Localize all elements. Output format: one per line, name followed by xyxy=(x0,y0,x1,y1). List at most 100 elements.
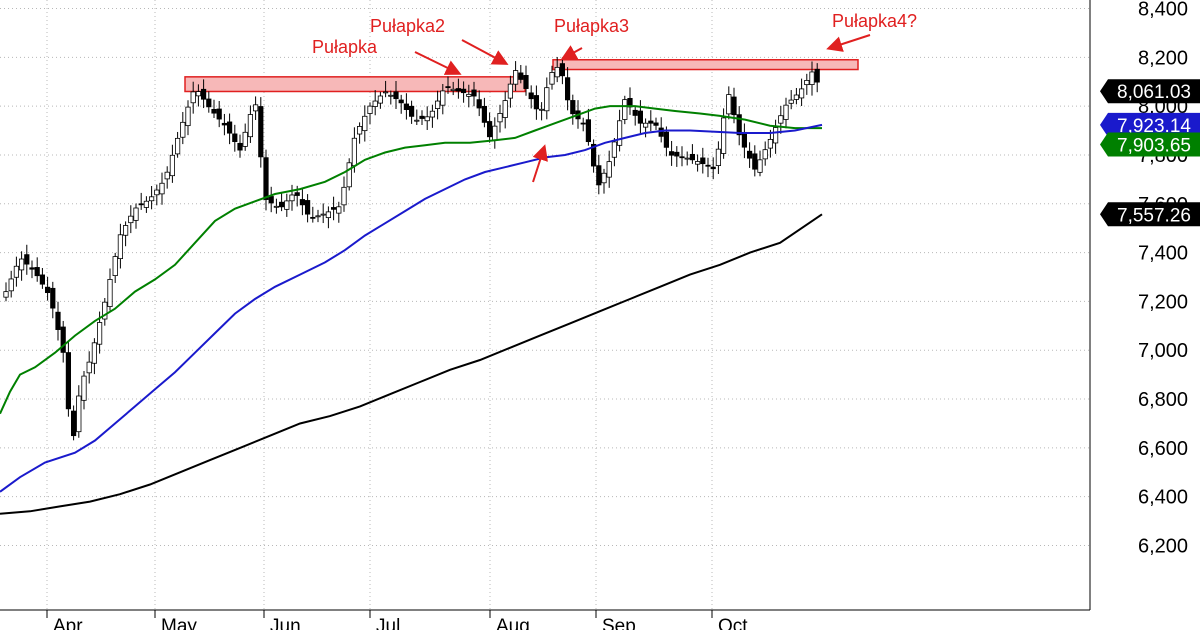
y-tick-label: 6,200 xyxy=(1138,536,1188,558)
candle-body xyxy=(507,83,514,99)
candle-body xyxy=(486,121,493,138)
candle-body xyxy=(611,141,618,158)
candle-body xyxy=(320,213,326,216)
candle-body xyxy=(565,77,571,101)
candle-body xyxy=(617,120,623,146)
candle-body xyxy=(304,200,311,215)
ma-line-ma_mid xyxy=(0,123,823,493)
candle-body xyxy=(700,157,706,165)
candle-body xyxy=(330,207,337,210)
candle-body xyxy=(695,161,701,165)
candle-body xyxy=(497,113,503,123)
candle-body xyxy=(294,192,300,196)
ma-long-tag-bg xyxy=(1100,202,1200,227)
candle-body xyxy=(55,311,61,330)
candle-body xyxy=(434,100,441,109)
candle-body xyxy=(346,162,352,188)
x-axis: Apr May Jun Jul Aug Sep Oct xyxy=(0,609,1090,630)
y-axis-panel xyxy=(1090,0,1200,630)
candle-body xyxy=(653,122,659,126)
candle-body xyxy=(86,361,92,374)
candle-body xyxy=(237,142,243,151)
x-month-label: Jun xyxy=(270,616,301,630)
ma-line-ma_long xyxy=(0,213,823,515)
resistance-zone xyxy=(552,59,859,71)
candle-body xyxy=(455,88,462,92)
candle-body xyxy=(476,99,482,109)
candle-body xyxy=(767,138,774,149)
candle-body xyxy=(169,154,175,177)
candle-body xyxy=(788,99,794,104)
y-tick-label: 7,000 xyxy=(1138,340,1188,362)
candle-body xyxy=(736,114,742,136)
candle-body xyxy=(580,122,586,125)
candle-body xyxy=(523,75,529,89)
candle-body xyxy=(107,279,113,307)
candle-body xyxy=(310,216,316,219)
candle-body xyxy=(715,148,722,166)
ma-mid-tag-bg xyxy=(1100,112,1200,137)
candle-body xyxy=(674,151,680,157)
candle-body xyxy=(154,189,160,196)
candles xyxy=(3,56,820,441)
candle-body xyxy=(299,199,306,206)
candle-body xyxy=(544,87,550,112)
candle-body xyxy=(591,143,597,167)
candle-body xyxy=(450,88,456,91)
candle-body xyxy=(128,215,134,224)
candle-body xyxy=(398,99,404,104)
candle-body xyxy=(123,225,129,236)
candle-body xyxy=(102,301,108,320)
candle-body xyxy=(481,105,488,123)
candle-body xyxy=(809,71,815,85)
annotation-arrow xyxy=(560,45,583,60)
candle-body xyxy=(429,110,436,118)
candle-body xyxy=(190,91,196,104)
candle-body xyxy=(143,200,149,208)
annotation-arrow xyxy=(826,34,871,52)
candle-body xyxy=(554,66,560,78)
ma-mid-tag-text: 7,923.14 xyxy=(1117,116,1191,137)
candle-body xyxy=(643,122,649,128)
candle-body xyxy=(362,115,368,132)
candle-body xyxy=(726,94,732,115)
candle-body xyxy=(65,352,71,410)
y-tick-label: 7,200 xyxy=(1138,291,1188,313)
candle-body xyxy=(8,278,14,292)
candle-body xyxy=(762,149,768,160)
candle-body xyxy=(471,89,477,97)
y-tick-label: 6,800 xyxy=(1138,389,1188,411)
candle-body xyxy=(793,94,800,100)
y-tick-label: 8,200 xyxy=(1138,47,1188,69)
candle-body xyxy=(741,131,748,148)
y-tick-label: 7,400 xyxy=(1138,243,1188,265)
candle-body xyxy=(112,256,118,277)
candle-body xyxy=(731,96,737,116)
candle-body xyxy=(814,68,820,83)
candle-body xyxy=(45,286,51,294)
candle-body xyxy=(268,196,274,204)
candle-body xyxy=(403,103,410,110)
candle-body xyxy=(721,117,727,154)
x-month-label: May xyxy=(161,616,197,630)
candle-body xyxy=(336,206,342,214)
candle-body xyxy=(252,104,259,112)
candle-body xyxy=(539,108,545,111)
candle-body xyxy=(377,95,384,104)
candle-body xyxy=(408,105,415,117)
candle-body xyxy=(414,119,420,122)
candle-body xyxy=(341,186,347,206)
candle-body xyxy=(148,196,155,202)
candle-body xyxy=(648,120,654,124)
candle-body xyxy=(549,72,555,85)
candle-body xyxy=(570,100,576,115)
candle-body xyxy=(804,80,810,86)
annotation-arrow xyxy=(414,51,462,75)
candle-body xyxy=(133,207,139,221)
ma-short-tag-bg xyxy=(1100,132,1200,157)
candle-body xyxy=(752,153,758,170)
annotation-label: Pułapka3 xyxy=(554,16,629,36)
candle-body xyxy=(247,114,253,138)
